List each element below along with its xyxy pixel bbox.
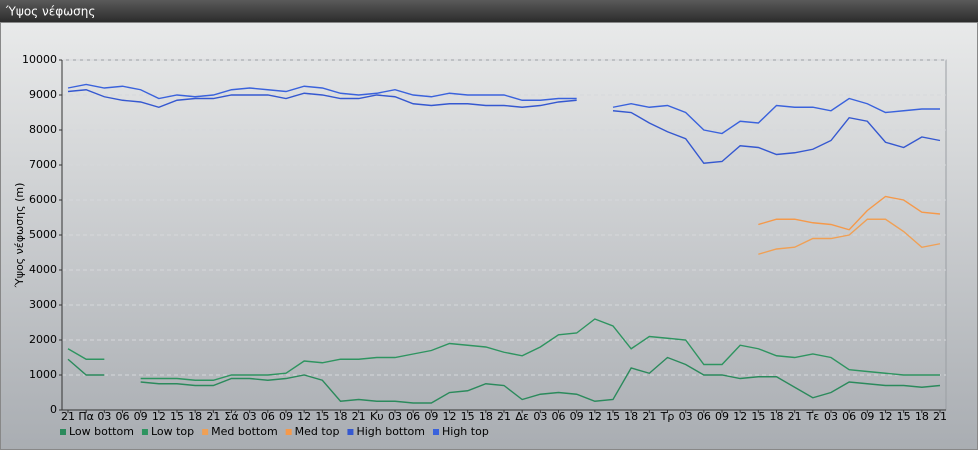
legend-swatch (202, 429, 209, 435)
y-axis-label: Ύψος νέφωσης (m) (13, 183, 26, 289)
legend-label: Med top (295, 425, 340, 438)
x-tick-label: 21 (497, 410, 511, 423)
x-tick-label: 21 (933, 410, 947, 423)
x-tick-label: 21 (352, 410, 366, 423)
x-tick-label: 18 (334, 410, 348, 423)
legend-swatch (285, 429, 292, 435)
x-tick-label: 18 (479, 410, 493, 423)
legend-swatch (347, 429, 354, 435)
x-tick-label: 12 (733, 410, 747, 423)
x-tick-label: Κυ (370, 410, 384, 423)
series-line (67, 356, 941, 404)
y-tick-label: 2000 (29, 333, 57, 346)
x-tick-label: 06 (552, 410, 566, 423)
legend-label: High top (442, 425, 489, 438)
x-tick-label: 06 (697, 410, 711, 423)
x-tick-label: 03 (243, 410, 257, 423)
x-tick-label: 15 (461, 410, 475, 423)
legend-label: Low bottom (69, 425, 134, 438)
x-tick-label: 09 (279, 410, 293, 423)
x-tick-label: 15 (606, 410, 620, 423)
y-tick-label: 7000 (29, 158, 57, 171)
x-tick-label: 15 (897, 410, 911, 423)
x-tick-label: 18 (915, 410, 929, 423)
x-tick-label: Σά (224, 410, 238, 423)
legend-label: High bottom (356, 425, 425, 438)
x-tick-label: 03 (824, 410, 838, 423)
x-tick-label: 18 (770, 410, 784, 423)
x-tick-label: 03 (97, 410, 111, 423)
x-tick-label: Τρ (660, 410, 675, 423)
y-tick-label: 3000 (29, 298, 57, 311)
y-tick-label: 0 (50, 403, 57, 416)
x-tick-label: 12 (297, 410, 311, 423)
y-tick-label: 6000 (29, 193, 57, 206)
series-line (758, 195, 941, 231)
x-tick-label: Τε (805, 410, 819, 423)
x-tick-label: 09 (715, 410, 729, 423)
x-tick-label: 15 (751, 410, 765, 423)
x-tick-label: 09 (134, 410, 148, 423)
x-tick-label: 06 (842, 410, 856, 423)
chart-title: Ύψος νέφωσης (5, 5, 95, 19)
x-tick-label: 09 (424, 410, 438, 423)
legend-label: Low top (151, 425, 194, 438)
series-line (67, 318, 940, 381)
x-tick-label: 21 (642, 410, 656, 423)
x-tick-label: 18 (624, 410, 638, 423)
y-tick-label: 10000 (22, 53, 57, 66)
x-tick-label: 06 (116, 410, 130, 423)
y-tick-label: 9000 (29, 88, 57, 101)
series-line (67, 89, 941, 164)
x-tick-label: 12 (588, 410, 602, 423)
y-tick-label: 5000 (29, 228, 57, 241)
x-tick-label: 06 (261, 410, 275, 423)
x-tick-label: 15 (170, 410, 184, 423)
x-tick-label: 21 (206, 410, 220, 423)
series-line (67, 83, 940, 135)
title-bar (0, 0, 978, 22)
x-tick-label: 12 (879, 410, 893, 423)
x-tick-label: 21 (61, 410, 75, 423)
x-tick-label: Πα (78, 410, 94, 423)
legend-label: Med bottom (211, 425, 278, 438)
y-tick-label: 8000 (29, 123, 57, 136)
y-tick-label: 1000 (29, 368, 57, 381)
x-tick-label: 12 (443, 410, 457, 423)
x-tick-label: 09 (860, 410, 874, 423)
x-tick-label: 03 (679, 410, 693, 423)
x-tick-label: 18 (188, 410, 202, 423)
legend-swatch (60, 429, 66, 435)
legend-swatch (433, 429, 439, 435)
series-line (758, 218, 941, 255)
x-tick-label: 21 (788, 410, 802, 423)
x-tick-label: 15 (315, 410, 329, 423)
x-tick-label: 12 (152, 410, 166, 423)
x-tick-label: Δε (515, 410, 529, 423)
legend-swatch (141, 429, 148, 435)
x-tick-label: 03 (533, 410, 547, 423)
x-tick-label: 06 (406, 410, 420, 423)
x-tick-label: 09 (570, 410, 584, 423)
x-tick-label: 03 (388, 410, 402, 423)
y-tick-label: 4000 (29, 263, 57, 276)
